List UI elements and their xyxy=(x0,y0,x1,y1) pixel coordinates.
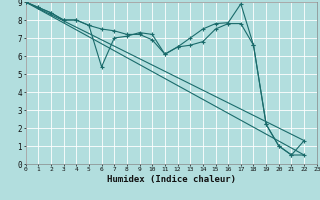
X-axis label: Humidex (Indice chaleur): Humidex (Indice chaleur) xyxy=(107,175,236,184)
